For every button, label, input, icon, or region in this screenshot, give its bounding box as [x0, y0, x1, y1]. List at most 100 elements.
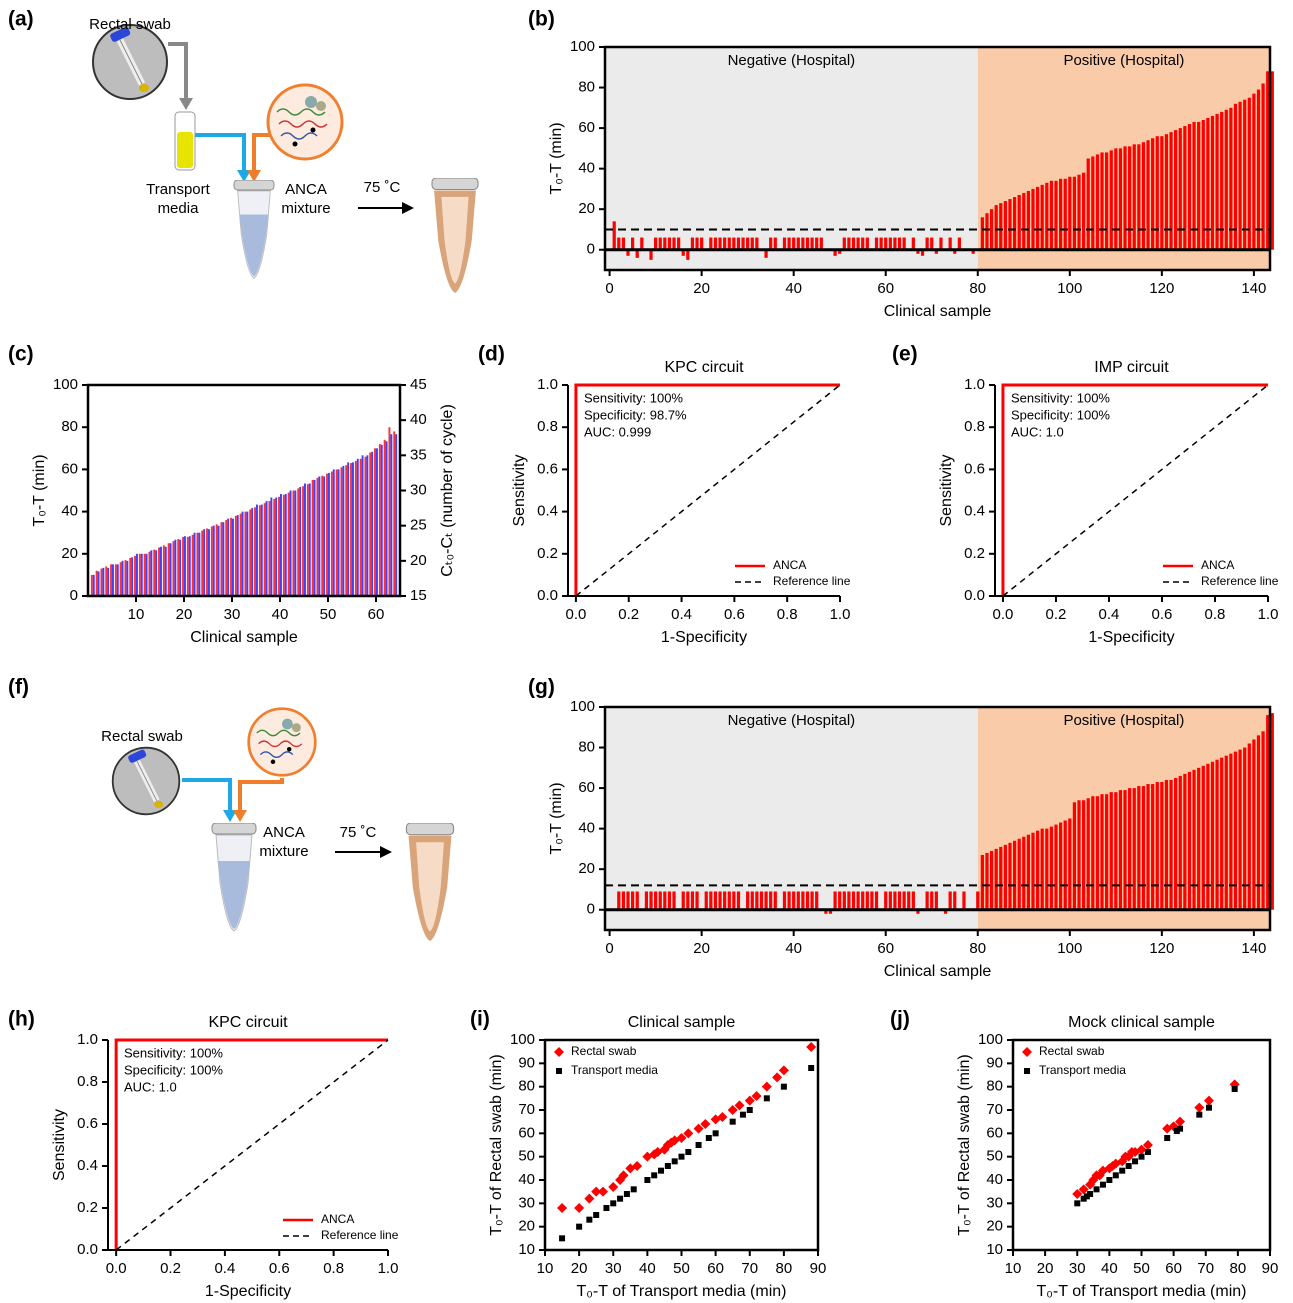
y-tick-label: 50 [518, 1148, 535, 1165]
y-tick-label: 40 [61, 503, 78, 520]
bar [1137, 144, 1141, 250]
x-tick-label: 0.4 [214, 1260, 235, 1277]
bar [838, 249, 842, 254]
bar [153, 549, 156, 596]
point [671, 1158, 678, 1165]
bar [1266, 715, 1270, 910]
bar [1270, 71, 1274, 250]
y-tick-label: 100 [978, 1031, 1003, 1048]
bar [1035, 830, 1040, 910]
bar [1229, 107, 1233, 250]
bar [1091, 796, 1095, 910]
y-tick-label: 70 [986, 1101, 1003, 1118]
bar [330, 471, 333, 596]
x-tick-label: 60 [1165, 1260, 1182, 1277]
point [557, 1203, 568, 1213]
y-tick-label: 0.8 [77, 1073, 98, 1090]
bar [110, 564, 112, 596]
bar [842, 237, 846, 250]
bar [270, 497, 273, 596]
bar [1114, 792, 1118, 910]
y-tick-label: 60 [578, 119, 595, 136]
bar [1155, 136, 1159, 250]
y-axis-label: T₀-T of Rectal swab (min) [488, 1054, 505, 1236]
bar [690, 237, 695, 250]
bar [815, 237, 819, 250]
y-tick-label: 0.4 [964, 503, 985, 520]
x-tick-label: 60 [707, 1260, 724, 1277]
y-axis-label: T₀-T (min) [548, 122, 565, 194]
bar [1252, 93, 1256, 250]
bar [1164, 134, 1169, 250]
bar [1224, 109, 1228, 250]
y2-tick-label: 30 [410, 481, 427, 498]
bar [842, 891, 846, 910]
bar [1210, 115, 1215, 250]
x-tick-label: 0.8 [1205, 606, 1226, 623]
label: 75 ˚C [364, 179, 401, 196]
bar [1256, 89, 1261, 250]
bar [649, 249, 653, 260]
axes [567, 385, 840, 597]
bar [897, 237, 902, 250]
bar [1008, 199, 1012, 250]
bar [989, 850, 994, 910]
x-tick-label: 30 [605, 1260, 622, 1277]
x-axis-label: 1-Specificity [1088, 629, 1174, 646]
point [618, 1170, 629, 1181]
bar [810, 237, 814, 250]
y2-axis-label: Cₜ₀-Cₜ (number of cycle) [439, 404, 456, 577]
point [586, 1216, 593, 1223]
region [605, 47, 978, 270]
point [559, 1235, 566, 1242]
bar [378, 444, 381, 596]
bar [879, 237, 883, 250]
bar [254, 507, 256, 596]
bar [1091, 156, 1095, 250]
x-tick-label: 40 [785, 280, 802, 297]
bar [1040, 184, 1044, 250]
bar [1160, 136, 1164, 250]
bar [948, 237, 952, 250]
bar [208, 529, 210, 596]
bar [134, 555, 136, 596]
x-tick-label: 40 [272, 606, 289, 623]
label: 75 ˚C [340, 824, 377, 841]
bar [1109, 792, 1113, 910]
bar [828, 909, 833, 914]
bar [206, 528, 208, 596]
bar [136, 553, 138, 596]
bar [294, 490, 297, 596]
bar [732, 891, 736, 910]
bar [962, 891, 966, 910]
point [603, 1205, 610, 1211]
bar [1178, 128, 1182, 250]
bar [306, 484, 309, 596]
bar [1040, 828, 1044, 910]
bar [172, 541, 175, 596]
x-axis-label: Clinical sample [190, 629, 298, 646]
bar [782, 891, 787, 910]
point [608, 1182, 619, 1192]
y-tick-label: 20 [986, 1218, 1003, 1235]
bar [851, 891, 856, 910]
point [700, 1119, 711, 1129]
bar [1128, 788, 1132, 910]
legend-label: Reference line [1201, 574, 1279, 588]
y-tick-label: 80 [61, 418, 78, 435]
bar [1049, 826, 1054, 910]
legend-label: ANCA [773, 558, 806, 572]
panel-label: (g) [528, 676, 555, 699]
y-tick-label: 20 [578, 200, 595, 217]
bar [265, 501, 268, 596]
bar [1206, 117, 1210, 250]
point [808, 1065, 815, 1071]
bar [824, 909, 828, 914]
bar [1017, 838, 1021, 910]
bar [1215, 759, 1219, 910]
bar [140, 553, 143, 596]
legend-label: Reference line [773, 574, 851, 588]
x-tick-label: 0 [605, 280, 613, 297]
x-tick-label: 50 [673, 1260, 690, 1277]
annotation: Specificity: 100% [124, 1062, 223, 1077]
